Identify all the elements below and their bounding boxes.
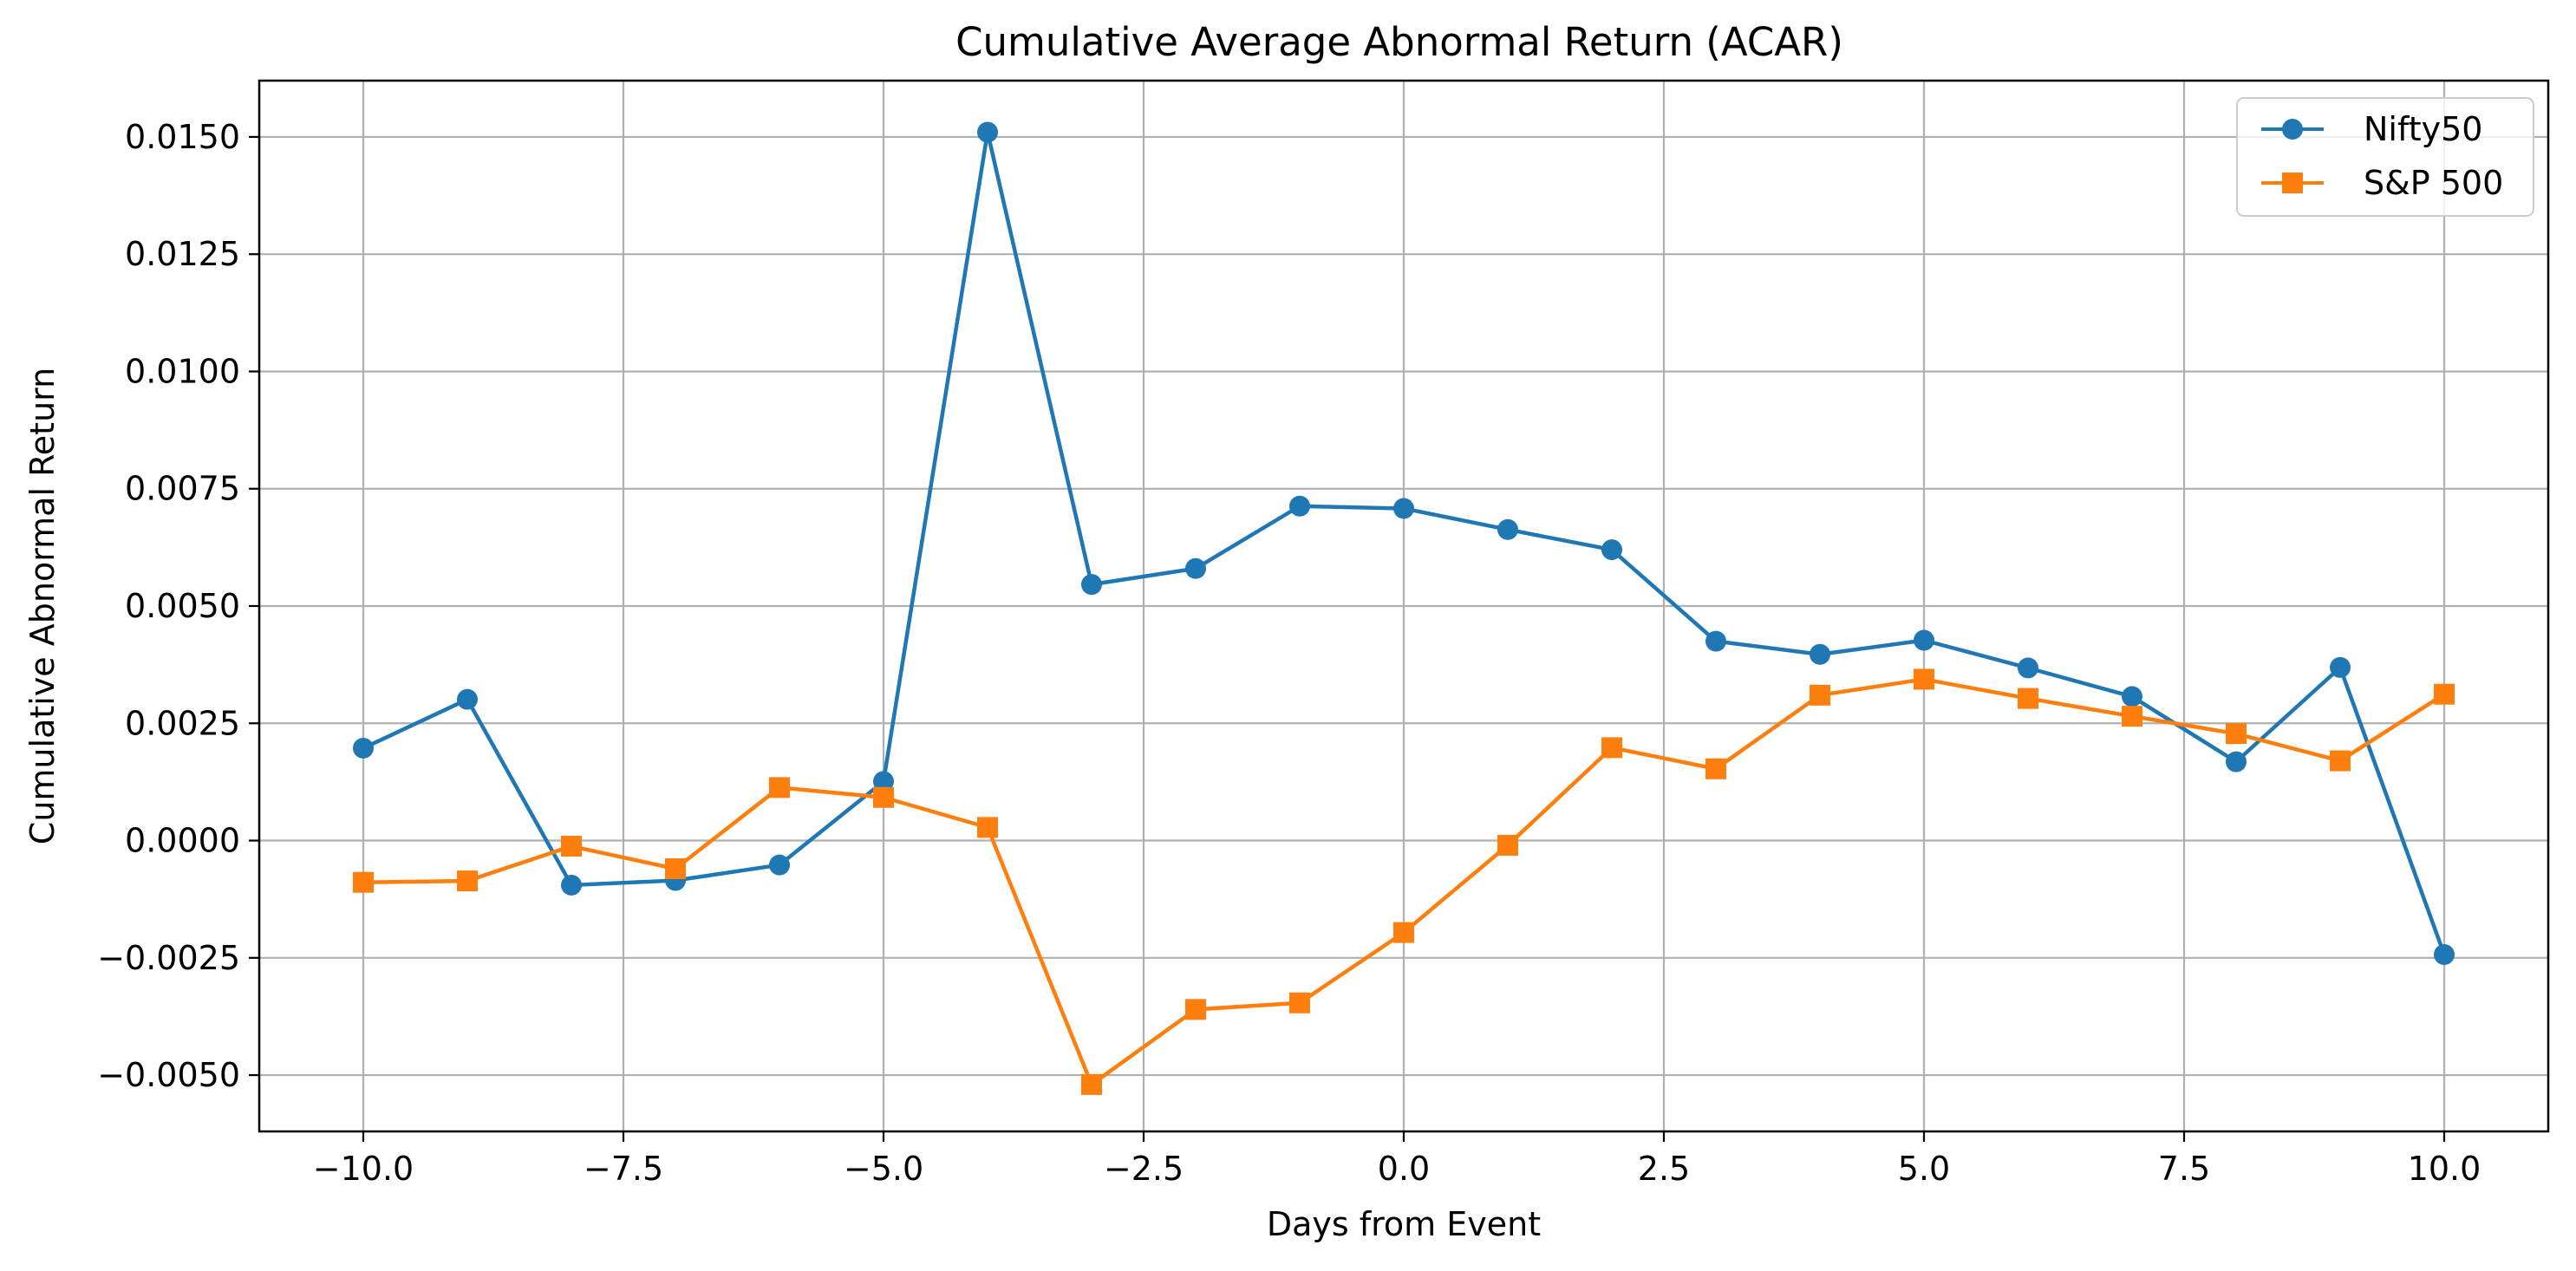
- data-point-nifty50: [2434, 944, 2455, 966]
- y-tick-label: 0.0075: [125, 470, 240, 508]
- y-tick-label: 0.0000: [125, 822, 240, 860]
- data-point-sp500: [1810, 684, 1830, 706]
- x-tick-label: 2.5: [1638, 1150, 1690, 1188]
- data-point-sp500: [2122, 706, 2142, 727]
- y-tick-label: 0.0100: [125, 352, 240, 390]
- x-axis: −10.0 −7.5 −5.0 −2.5 0.0 2.5 5.0 7.5 10.0: [313, 1131, 2481, 1188]
- y-axis: −0.0050 −0.0025 0.0000 0.0025 0.0050 0.0075 0.…: [97, 118, 259, 1094]
- y-tick-label: 0.0050: [125, 587, 240, 625]
- legend-label-nifty50: Nifty50: [2364, 110, 2482, 148]
- x-tick-label: 0.0: [1378, 1150, 1430, 1188]
- data-point-sp500: [1601, 737, 1622, 759]
- y-tick-label: 0.0025: [125, 704, 240, 742]
- data-point-sp500: [457, 870, 478, 892]
- y-axis-title: Cumulative Abnormal Return: [23, 368, 62, 844]
- data-point-sp500: [561, 836, 582, 857]
- x-tick-label: −2.5: [1104, 1150, 1184, 1188]
- data-point-sp500: [665, 858, 686, 879]
- data-point-nifty50: [1601, 539, 1622, 561]
- data-point-sp500: [1705, 758, 1726, 779]
- data-point-nifty50: [1497, 518, 1518, 540]
- data-point-nifty50: [1810, 643, 1830, 665]
- y-tick-label: −0.0050: [97, 1056, 240, 1094]
- data-point-nifty50: [769, 854, 790, 876]
- data-point-nifty50: [457, 688, 478, 710]
- data-point-nifty50: [2122, 686, 2142, 707]
- data-point-nifty50: [2226, 751, 2247, 772]
- x-tick-label: 5.0: [1898, 1150, 1950, 1188]
- data-point-sp500: [353, 871, 374, 893]
- data-point-nifty50: [977, 121, 998, 143]
- x-tick-label: 10.0: [2408, 1150, 2481, 1188]
- y-tick-label: −0.0025: [97, 939, 240, 977]
- data-point-nifty50: [561, 874, 582, 896]
- x-tick-label: −10.0: [313, 1150, 414, 1188]
- data-point-nifty50: [1393, 498, 1414, 519]
- x-tick-label: 7.5: [2158, 1150, 2210, 1188]
- data-point-nifty50: [2330, 656, 2351, 678]
- data-point-nifty50: [1289, 495, 1310, 517]
- data-point-nifty50: [873, 771, 894, 792]
- data-point-sp500: [2018, 688, 2038, 709]
- data-point-sp500: [769, 777, 790, 798]
- data-point-nifty50: [353, 737, 374, 759]
- data-point-nifty50: [1081, 574, 1102, 596]
- legend-marker-nifty50: [2282, 119, 2303, 140]
- x-tick-label: −7.5: [584, 1150, 663, 1188]
- series-layer: [353, 121, 2455, 1095]
- data-point-nifty50: [1185, 557, 1206, 579]
- data-point-nifty50: [1914, 629, 1934, 651]
- chart-title: Cumulative Average Abnormal Return (ACAR…: [955, 19, 1843, 65]
- data-point-sp500: [1914, 668, 1934, 690]
- data-point-nifty50: [1705, 630, 1726, 652]
- legend-marker-sp500: [2282, 173, 2303, 193]
- data-point-sp500: [1497, 834, 1518, 856]
- y-tick-label: 0.0125: [125, 235, 240, 273]
- data-point-sp500: [1185, 999, 1206, 1020]
- data-point-nifty50: [2018, 657, 2038, 679]
- data-point-sp500: [2226, 723, 2247, 745]
- data-point-sp500: [1081, 1073, 1102, 1095]
- legend-label-sp500: S&P 500: [2364, 164, 2503, 202]
- data-point-sp500: [2434, 683, 2455, 705]
- data-point-sp500: [2330, 750, 2351, 772]
- data-point-sp500: [873, 786, 894, 808]
- legend: Nifty50 S&P 500: [2236, 97, 2534, 217]
- data-point-sp500: [1393, 922, 1414, 943]
- data-point-sp500: [1289, 992, 1310, 1014]
- x-tick-label: −5.0: [844, 1150, 923, 1188]
- data-point-sp500: [977, 817, 998, 838]
- x-axis-title: Days from Event: [1267, 1205, 1541, 1243]
- y-tick-label: 0.0150: [125, 118, 240, 156]
